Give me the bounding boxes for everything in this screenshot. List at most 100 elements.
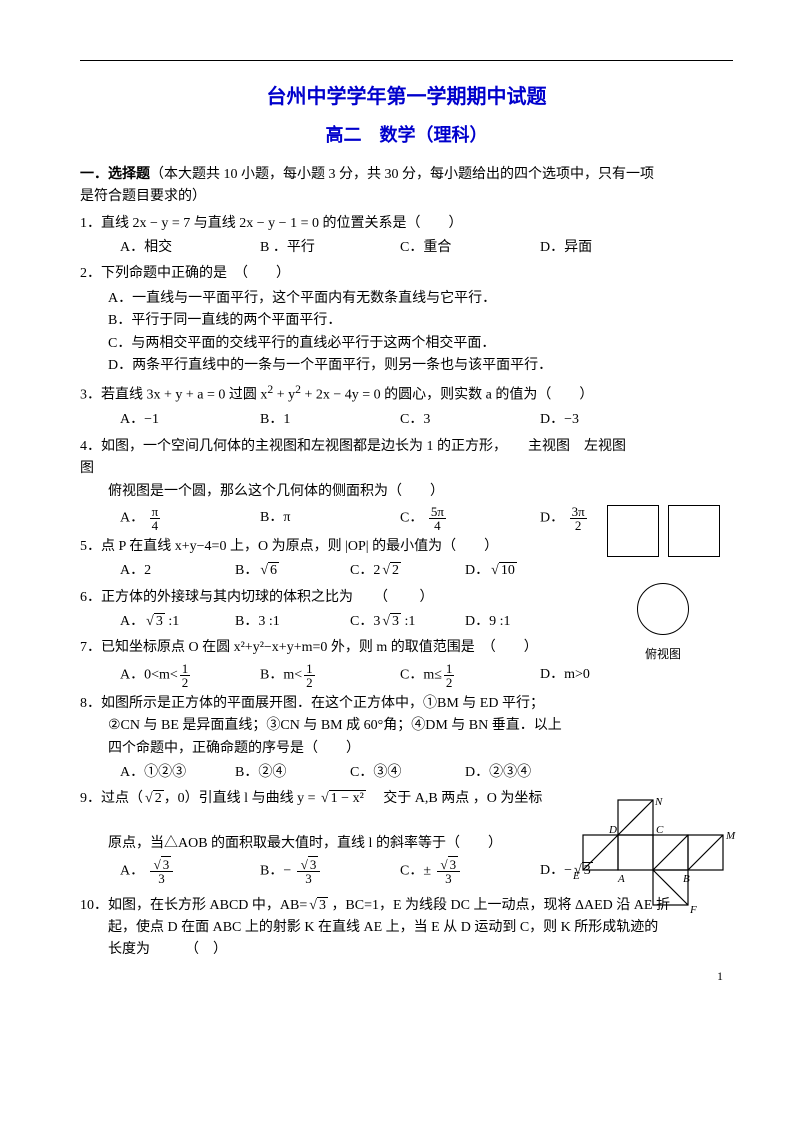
q1-options: A．相交 B ．平行 C．重合 D．异面	[120, 237, 733, 259]
q6-opt-d: D．9 :1	[465, 611, 580, 633]
q7-a-num: 1	[180, 662, 191, 676]
q3-stem-b: + y	[273, 388, 295, 403]
q8-options: A．①②③ B．②④ C．③④ D．②③④	[120, 762, 733, 784]
q7-opt-b: B．m<12	[260, 662, 400, 689]
q3-stem-a: 3．若直线 3x + y + a = 0 过圆 x	[80, 388, 267, 403]
q8-opt-b: B．②④	[235, 762, 350, 784]
q9-opt-b: B．− 33	[260, 858, 400, 885]
q9-opt-a: A． 33	[120, 858, 260, 885]
q6-stem: 6．正方体的外接球与其内切球的体积之比为 （ ）	[80, 590, 434, 605]
q4-stem1r: 主视图 左视图	[528, 439, 626, 454]
q3-opt-c: C．3	[400, 409, 540, 431]
q5-d-label: D．	[465, 563, 489, 578]
lbl-B: B	[683, 873, 690, 885]
q6-a-tail: :1	[165, 614, 179, 629]
q5-opt-b: B．6	[235, 560, 350, 582]
page-number: 1	[717, 967, 723, 986]
q3-stem-c: + 2x − 4y = 0 的圆心，则实数 a 的值为（ ）	[301, 388, 593, 403]
q5-stem: 5．点 P 在直线 x+y−4=0 上，O 为原点，则 |OP| 的最小值为（ …	[80, 539, 498, 554]
top-view-circle	[637, 583, 689, 635]
q3-options: A．−1 B．1 C．3 D．−3	[120, 409, 733, 431]
q1-opt-d: D．异面	[540, 237, 680, 259]
page-title: 台州中学学年第一学期期中试题	[80, 81, 733, 113]
lbl-D: D	[608, 824, 617, 836]
q9-stem-b: ，0）引直线 l 与曲线 y =	[164, 791, 319, 806]
q9-stem-c: 交于 A,B 两点 ，O 为坐标	[366, 791, 543, 806]
q5-d-rad: 10	[499, 562, 517, 578]
q7-a-den: 2	[180, 676, 191, 689]
q9-d-label: D．−	[540, 863, 572, 878]
q10-l3c: ）	[213, 942, 227, 957]
q4-stem2: 俯视图是一个圆，那么这个几何体的侧面积为（ ）	[108, 481, 733, 503]
q9-rad1: 2	[153, 790, 164, 806]
figure-q8: N D C M E A B F	[573, 795, 743, 943]
section-desc: （本大题共 10 小题，每小题 3 分，共 30 分，每小题给出的四个选项中，只…	[80, 167, 738, 204]
q4-d-label: D．	[540, 511, 564, 526]
q7-opt-a: A．0<m<12	[120, 662, 260, 689]
q4-opt-a: A． π4	[120, 505, 260, 532]
question-2: 2．下列命题中正确的是 （ ）	[80, 263, 733, 285]
q7-opt-d: D．m>0	[540, 664, 680, 686]
q7-c-num: 1	[444, 662, 455, 676]
q7-c-den: 2	[444, 676, 455, 689]
q4-a-num: π	[150, 505, 161, 519]
q5-c-label: C．2	[350, 563, 380, 578]
q10-rad: 3	[317, 897, 328, 913]
q4-c-den: 4	[429, 519, 446, 532]
q7-options: A．0<m<12 B．m<12 C．m≤12 D．m>0	[120, 662, 733, 689]
q4-opt-c: C． 5π4	[400, 505, 540, 532]
q9-c-numrad: 3	[448, 856, 459, 872]
q6-a-label: A．	[120, 614, 144, 629]
q6-opt-b: B．3 :1	[235, 611, 350, 633]
q9-a-den: 3	[150, 872, 174, 885]
q9-b-label: B．−	[260, 863, 291, 878]
q1-opt-b: B ．平行	[260, 237, 400, 259]
q6-a-rad: 3	[154, 613, 165, 629]
q2-opt-d: D．两条平行直线中的一条与一个平面平行，则另一条也与该平面平行．	[108, 355, 733, 377]
question-9: 9．过点（2，0）引直线 l 与曲线 y = 1 − x² 交于 A,B 两点 …	[80, 788, 600, 855]
q7-stem: 7．已知坐标原点 O 在圆 x²+y²−x+y+m=0 外，则 m 的取值范围是…	[80, 640, 538, 655]
lbl-C: C	[656, 824, 664, 836]
q9-c-label: C．±	[400, 863, 431, 878]
q4-b-label: B．	[260, 510, 283, 525]
q6-c-label: C．3	[350, 614, 380, 629]
q8-l3: 四个命题中，正确命题的序号是（ ）	[108, 738, 570, 760]
section-label: 一．选择题	[80, 167, 150, 182]
q8-opt-a: A．①②③	[120, 762, 235, 784]
q3-opt-b: B．1	[260, 409, 400, 431]
q6-opt-c: C．33 :1	[350, 611, 465, 633]
q10-l1a: 10．如图，在长方形 ABCD 中，AB=	[80, 898, 307, 913]
q5-c-rad: 2	[390, 562, 401, 578]
q9-opt-c: C．± 33	[400, 858, 540, 885]
q8-l2: ②CN 与 BE 是异面直线；③CN 与 BM 成 60°角；④DM 与 BN …	[108, 715, 570, 737]
q4-opt-b: B．π	[260, 507, 400, 529]
top-view-label: 俯视图	[645, 647, 681, 661]
page-subtitle: 高二 数学（理科）	[80, 121, 733, 150]
q2-opt-c: C．与两相交平面的交线平行的直线必平行于这两个相交平面．	[108, 333, 733, 355]
q10-l3b	[199, 942, 213, 957]
q5-b-label: B．	[235, 563, 258, 578]
top-rule	[80, 60, 733, 61]
front-view-square	[607, 505, 659, 557]
q9-a-label: A．	[120, 863, 144, 878]
q9-rad2: 1 − x²	[329, 790, 366, 806]
q4-d-num: 3π	[570, 505, 587, 519]
q7-b-den: 2	[304, 676, 315, 689]
q7-b-label: B．m<	[260, 668, 302, 683]
q9-d-rad: 3	[582, 862, 593, 878]
q5-opt-a: A．2	[120, 560, 235, 582]
side-view-square	[668, 505, 720, 557]
q7-opt-c: C．m≤12	[400, 662, 540, 689]
q9-c-den: 3	[437, 872, 461, 885]
q4-d-den: 2	[570, 519, 587, 532]
q7-c-label: C．m≤	[400, 668, 442, 683]
q6-opt-a: A． 3 :1	[120, 611, 235, 633]
question-8: 8．如图所示是正方体的平面展开图．在这个正方体中，①BM 与 ED 平行； ②C…	[80, 693, 570, 760]
q8-opt-d: D．②③④	[465, 762, 580, 784]
q2-stem: 2．下列命题中正确的是 （ ）	[80, 266, 290, 281]
q2-opt-a: A．一直线与一平面平行，这个平面内有无数条直线与它平行．	[108, 288, 733, 310]
q4-a-label: A．	[120, 511, 144, 526]
question-1: 1．直线 2x − y = 7 与直线 2x − y − 1 = 0 的位置关系…	[80, 213, 733, 235]
q1-opt-a: A．相交	[120, 237, 260, 259]
lbl-F: F	[689, 904, 697, 916]
